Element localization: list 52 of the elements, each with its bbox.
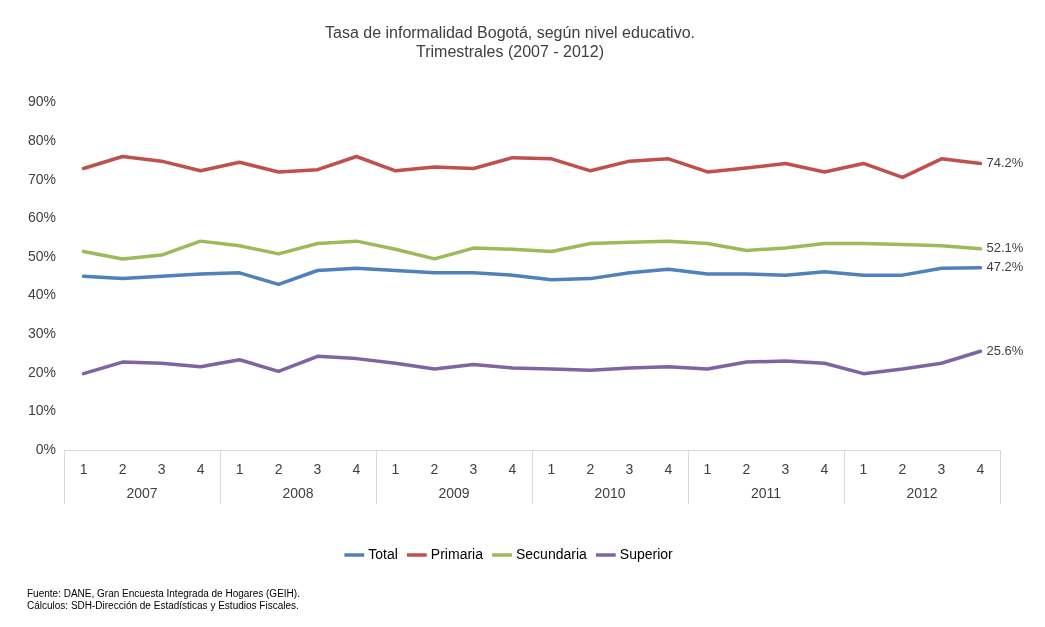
text: 2012 [906,485,938,502]
y-tick-label: 20% [27,363,57,380]
y-tick-label: 90% [27,93,57,110]
x-tick-label: 2 [118,461,127,478]
text: 2009 [438,485,470,502]
text: 2007 [126,485,158,502]
data-label: 52.1% [986,240,1024,256]
x-tick-label: 3 [313,461,322,478]
x-tick-label: 1 [547,461,556,478]
text: Cálculos: SDH-Dirección de Estadísticas y Estudios Fiscales. [27,599,299,611]
x-tick-label: 3 [937,461,946,478]
data-label: 74.2% [986,155,1024,171]
x-tick-label: 4 [352,461,361,478]
x-tick-label: 4 [976,461,985,478]
y-tick-label: 10% [27,402,57,419]
text: 2010 [594,485,626,502]
x-tick-label: 4 [508,461,517,478]
x-tick-label: 2 [586,461,595,478]
y-tick-label: 50% [27,247,57,264]
x-tick-label: 1 [235,461,244,478]
x-tick-label: 4 [820,461,829,478]
chart-subtitle: Trimestrales (2007 - 2012) [416,43,604,61]
y-tick-label: 70% [27,170,57,187]
y-tick-label: 80% [27,131,57,148]
x-tick-label: 1 [391,461,400,478]
x-tick-label: 3 [469,461,478,478]
x-tick-label: 4 [196,461,205,478]
y-tick-label: 40% [27,286,57,303]
x-tick-label: 2 [430,461,439,478]
data-label: 47.2% [986,259,1024,275]
y-tick-label: 30% [27,325,57,342]
y-tick-label: 0% [35,441,57,458]
text: 2008 [282,485,314,502]
y-tick-label: 60% [27,209,57,226]
x-tick-label: 3 [625,461,634,478]
legend-label: Primaria [430,545,484,562]
source-note: Fuente: DANE, Gran Encuesta Integrada de Hogares (GEIH). [27,587,300,599]
data-label: 25.6% [986,342,1024,358]
legend-label: Secundaria [515,545,588,562]
chart-title: Tasa de informalidad Bogotá, según nivel educativo. [324,24,696,42]
x-tick-label: 1 [703,461,712,478]
x-tick-label: 3 [157,461,166,478]
x-tick-label: 1 [79,461,88,478]
legend-label: Superior [619,545,674,562]
x-tick-label: 2 [274,461,283,478]
legend-label: Total [368,545,398,562]
text: 2011 [750,485,782,502]
x-tick-label: 1 [859,461,868,478]
x-tick-label: 2 [742,461,751,478]
x-tick-label: 3 [781,461,790,478]
x-tick-label: 4 [664,461,673,478]
x-tick-label: 2 [898,461,907,478]
